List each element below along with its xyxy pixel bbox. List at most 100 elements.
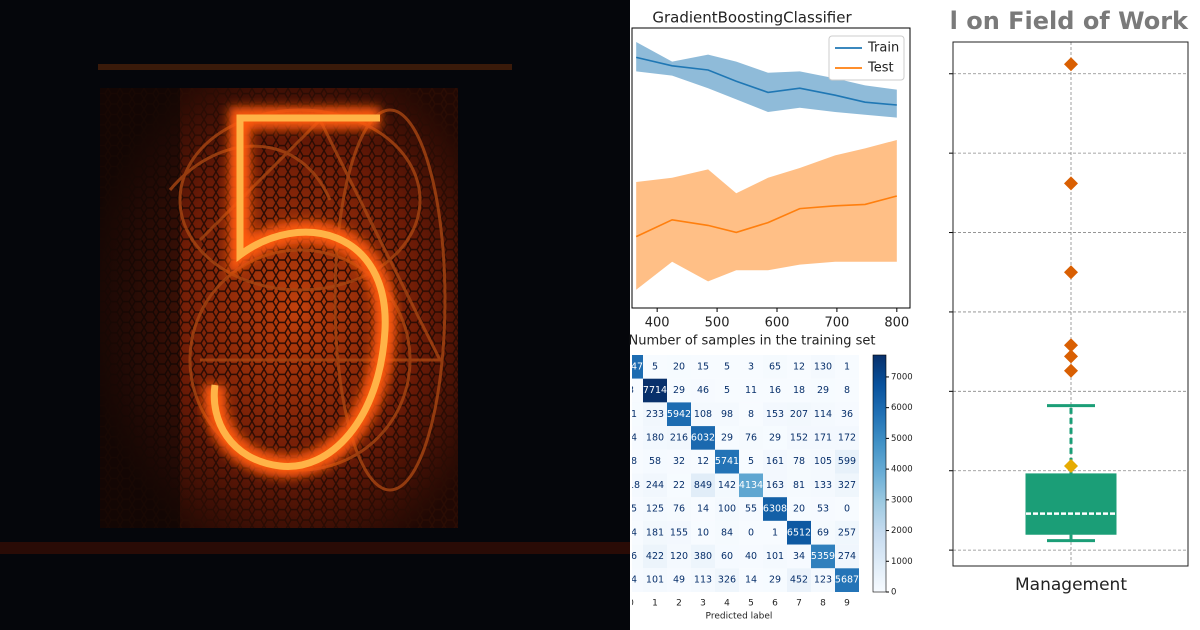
- cell-label: 5741: [715, 456, 739, 467]
- cell-label: 76: [673, 504, 685, 515]
- cell-label: 98: [721, 409, 733, 420]
- colorbar-tick-label: 7000: [891, 372, 913, 382]
- cell-label: 45: [625, 504, 637, 515]
- axes-frame: [952, 41, 1189, 567]
- heatmap-cell: [715, 473, 739, 498]
- mean-marker: [1064, 458, 1078, 473]
- heatmap-cell: [632, 497, 643, 521]
- cell-label: 11: [745, 385, 757, 396]
- heatmap-cell: [667, 402, 691, 427]
- legend-label: Train: [867, 41, 899, 56]
- heatmap-cell: [643, 544, 667, 569]
- x-tick-label: 8: [820, 599, 826, 609]
- cell-label: 60: [721, 551, 733, 562]
- band: [636, 140, 897, 290]
- cell-label: 133: [814, 480, 832, 491]
- x-axis-label: Number of samples in the training set: [629, 334, 876, 349]
- cell-label: 36: [841, 409, 853, 420]
- x-tick-label: 0: [628, 599, 634, 609]
- cell-label: 8: [748, 409, 754, 420]
- cell-label: 161: [766, 456, 784, 467]
- cell-label: 100: [718, 504, 736, 515]
- heatmap-cell: [811, 473, 835, 498]
- cell-label: 78: [793, 456, 805, 467]
- heatmap-cell: [643, 568, 667, 592]
- cell-label: 55: [745, 504, 757, 515]
- heatmap-cell: [787, 497, 811, 521]
- chart-title: GradientBoostingClassifier: [652, 9, 852, 27]
- heatmap-cell: [787, 473, 811, 498]
- heatmap-cell: [835, 544, 859, 569]
- colorbar: [872, 354, 887, 593]
- heatmap-cell: [835, 426, 859, 450]
- cell-label: 3: [628, 385, 634, 396]
- heatmap-cell: [667, 544, 691, 569]
- outlier: [1064, 176, 1078, 191]
- x-tick-label: 800: [884, 316, 909, 331]
- heatmap-cell: [632, 426, 643, 450]
- cell-label: 114: [814, 409, 832, 420]
- cell-label: 163: [766, 480, 784, 491]
- heatmap-cell: [643, 426, 667, 450]
- heatmap-cell: [632, 544, 643, 569]
- colorbar-tick-label: 3000: [891, 495, 913, 505]
- heatmap-cell: [715, 355, 739, 379]
- cell-label: 244: [646, 480, 664, 491]
- x-tick-label: 7: [796, 599, 802, 609]
- cell-label: 34: [793, 551, 805, 562]
- cell-label: 6512: [787, 527, 811, 538]
- cell-label: 599: [838, 456, 856, 467]
- cell-label: 34: [625, 575, 637, 586]
- heatmap-cell: [835, 378, 859, 403]
- x-tick-label: 700: [824, 316, 849, 331]
- cell-label: 326: [718, 575, 736, 586]
- heatmap-cell: [632, 473, 643, 498]
- heatmap-cell: [739, 426, 763, 450]
- heatmap-cell: [667, 520, 691, 545]
- chart-title: l on Field of Work: [950, 7, 1189, 35]
- cell-label: 130: [814, 361, 832, 372]
- heatmap-cell: [763, 520, 787, 545]
- heatmap-cell: [643, 378, 667, 403]
- cell-label: 53: [817, 504, 829, 515]
- heatmap-cell: [632, 520, 643, 545]
- heatmap-cell: [691, 355, 715, 379]
- heatmap-cell: [763, 568, 787, 592]
- x-tick-label: 2: [676, 599, 682, 609]
- heatmap-cell: [835, 497, 859, 521]
- line: [635, 195, 898, 238]
- legend-label: Test: [867, 61, 894, 76]
- cell-label: 29: [721, 432, 733, 443]
- cell-label: 142: [718, 480, 736, 491]
- heatmap-cell: [643, 449, 667, 474]
- cell-label: 5: [724, 361, 730, 372]
- heatmap-cell: [739, 449, 763, 474]
- cell-label: 12: [793, 361, 805, 372]
- heatmap-cell: [643, 355, 667, 379]
- cell-label: 257: [838, 527, 856, 538]
- heatmap-cell: [763, 544, 787, 569]
- cell-label: 6032: [691, 432, 715, 443]
- cell-label: 1: [772, 527, 778, 538]
- cell-label: 105: [814, 456, 832, 467]
- heatmap-cell: [835, 355, 859, 379]
- heatmap-cell: [667, 378, 691, 403]
- cell-label: 380: [694, 551, 712, 562]
- heatmap-cell: [763, 426, 787, 450]
- x-tick-label: Management: [1015, 575, 1127, 595]
- x-tick-label: 400: [645, 316, 670, 331]
- heatmap-cell: [835, 520, 859, 545]
- plot-area: [635, 42, 898, 290]
- heatmap-cell: [691, 497, 715, 521]
- heatmap-cell: [691, 544, 715, 569]
- heatmap-cell: [643, 402, 667, 427]
- heatmap-cell: [691, 402, 715, 427]
- heatmap-cell: [811, 497, 835, 521]
- heatmap-cell: [811, 355, 835, 379]
- cell-label: 58: [649, 456, 661, 467]
- cell-label: 5: [724, 385, 730, 396]
- cell-label: 84: [721, 527, 733, 538]
- cell-label: 65: [769, 361, 781, 372]
- x-tick-label: 4: [724, 599, 730, 609]
